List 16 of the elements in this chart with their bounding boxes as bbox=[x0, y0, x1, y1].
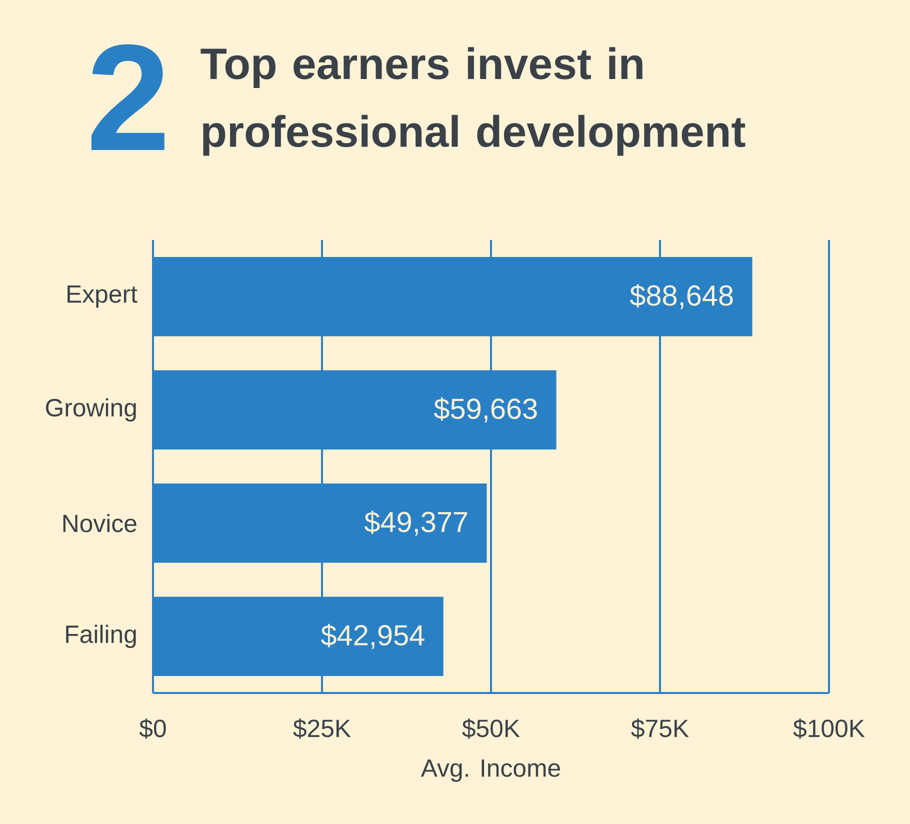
x-tick-label: $0 bbox=[139, 718, 166, 739]
data-label: $49,377 bbox=[364, 510, 468, 536]
y-tick-label: Novice bbox=[63, 514, 136, 532]
y-tick-label: Failing bbox=[66, 624, 136, 648]
x-tick-label: $100K bbox=[793, 718, 865, 739]
data-label: $42,954 bbox=[321, 624, 424, 649]
x-tick-label: $50K bbox=[462, 718, 520, 739]
data-label: $59,663 bbox=[434, 397, 537, 422]
y-tick-label: Growing bbox=[46, 398, 136, 422]
text: 2 bbox=[91, 44, 164, 150]
chart-title: Top earners invest in professional development bbox=[200, 47, 746, 156]
x-tick-label: $25K bbox=[293, 718, 351, 739]
y-tick-label: Expert bbox=[68, 285, 138, 308]
data-label: $88,648 bbox=[630, 284, 733, 310]
x-axis-title: Avg. Income bbox=[420, 760, 560, 782]
x-tick-label: $75K bbox=[631, 718, 689, 739]
